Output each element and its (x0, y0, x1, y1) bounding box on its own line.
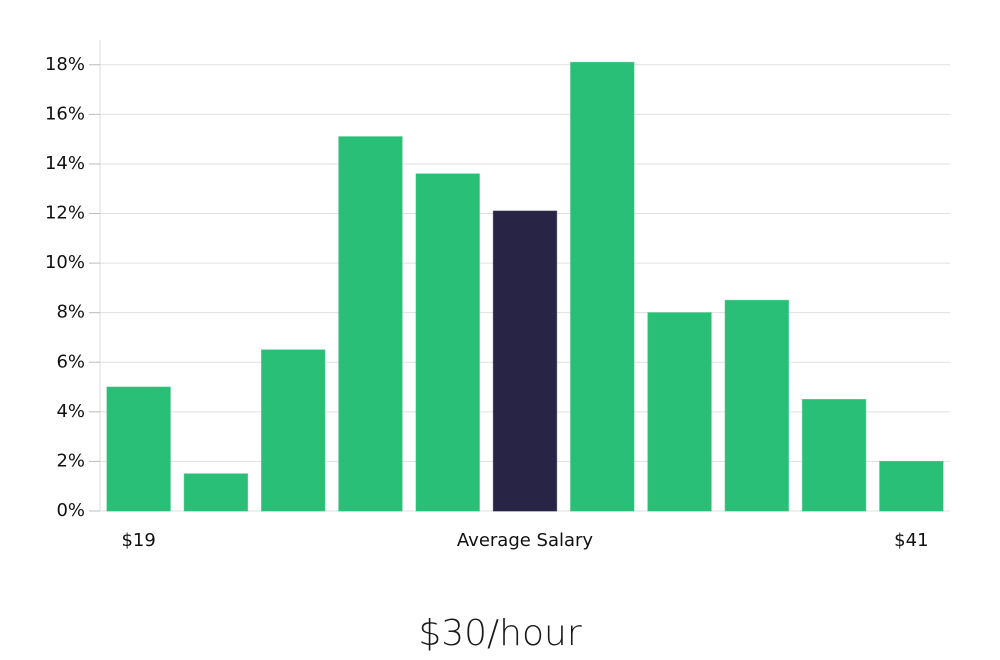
y-tick-label: 14% (45, 153, 85, 174)
bar (724, 299, 789, 512)
chart-title: $30/hour (418, 613, 582, 654)
y-tick-label: 12% (45, 203, 85, 224)
bar (879, 460, 944, 512)
bar (570, 61, 635, 512)
x-tick-label: Average Salary (457, 530, 594, 551)
y-tick-label: 16% (45, 103, 85, 124)
x-tick-label: $19 (121, 530, 155, 551)
y-tick-label: 18% (45, 54, 85, 75)
y-tick-label: 4% (56, 401, 85, 422)
y-tick-label: 0% (56, 500, 85, 521)
y-tick-label: 6% (56, 351, 85, 372)
x-tick-label: $41 (894, 530, 928, 551)
y-tick-label: 2% (56, 450, 85, 471)
y-tick-label: 10% (45, 252, 85, 273)
y-tick-label: 8% (56, 302, 85, 323)
bar (261, 349, 326, 512)
bar (415, 173, 480, 512)
bar (492, 210, 558, 512)
bar (338, 136, 403, 512)
bar (801, 398, 867, 512)
bar (106, 386, 171, 512)
bar (647, 312, 712, 512)
bar (183, 473, 249, 512)
